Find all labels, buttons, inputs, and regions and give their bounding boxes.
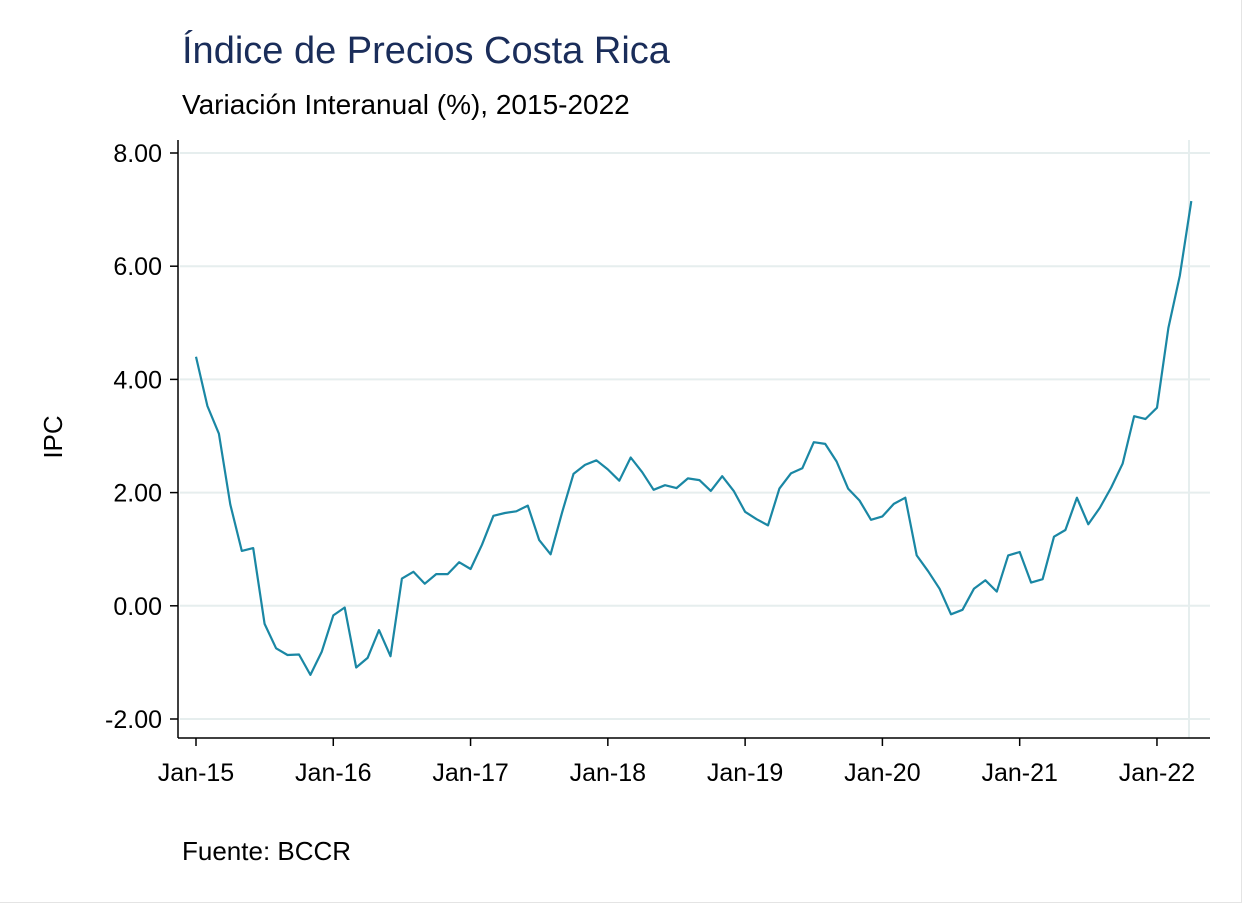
axes bbox=[177, 140, 1210, 739]
x-tick-label: Jan-21 bbox=[981, 759, 1057, 787]
x-ticks: Jan-15 Jan-16 Jan-17 Jan-18 Jan-19 Jan-20 Jan-… bbox=[158, 738, 1195, 787]
grid-lines bbox=[180, 140, 1210, 738]
y-tick-label: 4.00 bbox=[113, 366, 162, 394]
source-note: Fuente: BCCR bbox=[182, 836, 352, 866]
y-tick-label: -2.00 bbox=[105, 706, 162, 734]
x-tick-label: Jan-17 bbox=[432, 759, 508, 787]
y-tick-label: 2.00 bbox=[113, 480, 162, 508]
x-tick-label: Jan-18 bbox=[570, 759, 646, 787]
y-axis-label: IPC bbox=[38, 415, 68, 458]
y-tick-label: 8.00 bbox=[113, 140, 162, 168]
series-line-ipc bbox=[194, 200, 1193, 677]
x-tick-label: Jan-22 bbox=[1119, 759, 1195, 787]
x-tick-label: Jan-15 bbox=[158, 759, 234, 787]
chart-subtitle: Variación Interanual (%), 2015-2022 bbox=[182, 89, 630, 120]
x-tick-label: Jan-20 bbox=[844, 759, 920, 787]
chart-title: Índice de Precios Costa Rica bbox=[182, 30, 670, 72]
y-tick-label: 0.00 bbox=[113, 593, 162, 621]
x-tick-label: Jan-19 bbox=[707, 759, 783, 787]
series bbox=[194, 200, 1193, 677]
x-tick-label: Jan-16 bbox=[295, 759, 371, 787]
y-tick-label: 6.00 bbox=[113, 253, 162, 281]
y-ticks: -2.00 0.00 2.00 4.00 6.00 8.00 bbox=[105, 140, 178, 734]
